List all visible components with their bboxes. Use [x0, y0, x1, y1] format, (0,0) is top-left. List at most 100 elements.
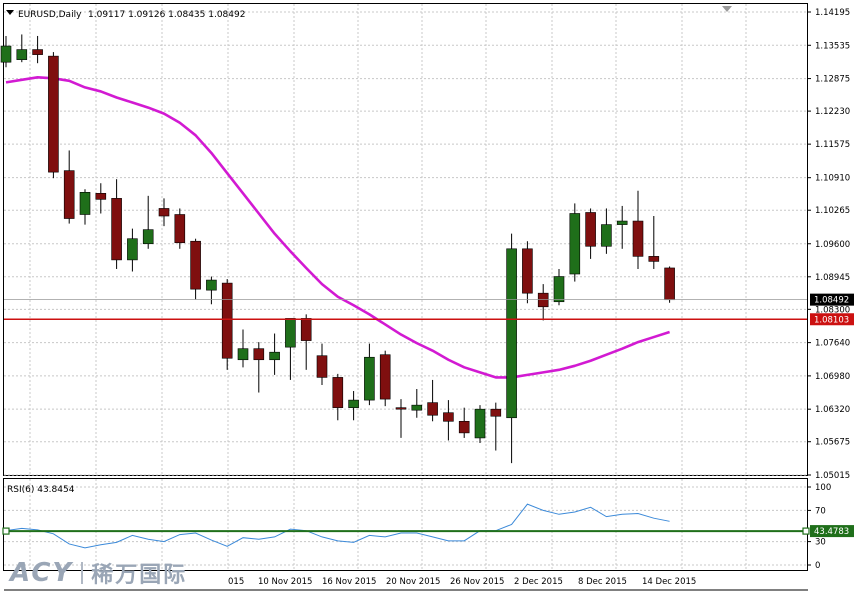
bear-candle-body [458, 420, 470, 434]
date-axis-label: 20 Nov 2015 [386, 577, 440, 587]
moving-average-line [5, 76, 670, 379]
bear-candle-body [253, 348, 265, 361]
level-price-tag [810, 313, 854, 326]
date-axis-label: 10 Nov 2015 [258, 577, 312, 587]
candle [553, 268, 565, 306]
price-tick-label: 1.12875 [815, 75, 850, 85]
rsi-level-label: 43.4783 [814, 527, 849, 537]
candle [316, 343, 328, 385]
price-tick-label: 1.06980 [815, 372, 850, 382]
candle [616, 205, 628, 249]
symbol-menu-arrow-icon[interactable] [6, 10, 14, 15]
bear-candle-body [190, 240, 201, 290]
price-tick-label: 1.10910 [815, 174, 850, 184]
rsi-tick-label: 30 [815, 538, 826, 548]
bear-candle-body [174, 214, 186, 244]
candle [348, 391, 359, 421]
price-tick-label: 1.05015 [815, 471, 850, 481]
bull-candle-body [127, 238, 138, 261]
watermark-divider [81, 562, 84, 584]
candles-layer [0, 34, 675, 464]
price-tick-label: 1.05675 [815, 438, 850, 448]
candle [111, 179, 122, 269]
candle [332, 373, 344, 421]
bull-candle-body [601, 224, 612, 247]
date-axis-label: 2 Dec 2015 [514, 577, 563, 587]
date-axis-label: 8 Dec 2015 [578, 577, 627, 587]
bull-candle-body [569, 213, 581, 275]
bear-candle-body [379, 354, 391, 400]
price-tick-label: 1.11575 [815, 140, 850, 150]
watermark-brand: ACY [10, 558, 74, 588]
price-tick-label: 1.12230 [815, 107, 850, 117]
current-price-tag [810, 293, 854, 306]
candle [632, 190, 644, 269]
symbol-title: EURUSD,Daily [18, 10, 82, 20]
candle [32, 35, 43, 64]
candle [63, 150, 75, 224]
triangle-down-icon[interactable] [722, 6, 732, 12]
bull-candle-body [553, 276, 565, 303]
bear-candle-body [443, 412, 454, 422]
bull-candle-body [237, 348, 249, 361]
bull-candle-body [206, 279, 217, 291]
bear-candle-body [648, 256, 660, 262]
candle [395, 399, 407, 438]
candle [458, 407, 470, 438]
candle [253, 342, 265, 393]
price-tick-label: 1.08300 [815, 305, 850, 315]
price-tick-label: 1.06320 [815, 405, 850, 415]
candle [664, 266, 675, 303]
rsi-layer [2, 503, 810, 549]
bull-candle-body [142, 229, 154, 245]
current-price-label: 1.08492 [814, 296, 849, 306]
price-tick-label: 1.09600 [815, 240, 850, 250]
bear-candle-body [522, 248, 533, 294]
candle [506, 233, 517, 464]
bear-candle-body [95, 193, 107, 200]
rsi-level-tag [810, 525, 854, 538]
candle [174, 208, 186, 249]
rsi-level-left-handle [2, 527, 10, 535]
bear-candle-body [316, 355, 328, 378]
levels-layer [4, 299, 807, 320]
candle [237, 329, 249, 368]
bull-candle-body [474, 408, 486, 439]
bear-candle-body [332, 377, 344, 408]
bull-candle-body [348, 399, 359, 408]
candle [48, 52, 59, 179]
candle [79, 189, 91, 225]
bull-candle-body [269, 351, 280, 361]
level-price-label: 1.08103 [814, 315, 849, 325]
bear-candle-body [158, 208, 170, 217]
candle [522, 241, 533, 304]
bear-candle-body [32, 49, 43, 55]
grid-layer [4, 4, 807, 570]
bear-candle-body [490, 408, 502, 417]
rsi-pane-frame [3, 478, 808, 571]
rsi-line [5, 503, 670, 549]
bear-candle-body [221, 282, 233, 359]
price-tick-label: 1.10265 [815, 206, 850, 216]
bear-candle-body [585, 212, 596, 247]
bull-candle-body [0, 45, 12, 63]
bear-candle-body [427, 402, 438, 416]
moving-average-layer [5, 76, 670, 379]
price-tick-label: 1.08945 [815, 273, 850, 283]
candle [443, 400, 454, 441]
bear-candle-body [632, 220, 644, 257]
bear-candle-body [300, 318, 312, 341]
bull-candle-body [616, 220, 628, 225]
candle [379, 350, 391, 407]
date-axis-label: 26 Nov 2015 [450, 577, 504, 587]
date-axis-label-partial: 015 [228, 577, 244, 587]
candle [269, 333, 280, 375]
candle [142, 195, 154, 249]
bull-candle-body [285, 318, 296, 348]
bull-candle-body [16, 49, 28, 60]
candle [585, 208, 596, 259]
candle [127, 228, 138, 272]
candle [190, 238, 201, 300]
